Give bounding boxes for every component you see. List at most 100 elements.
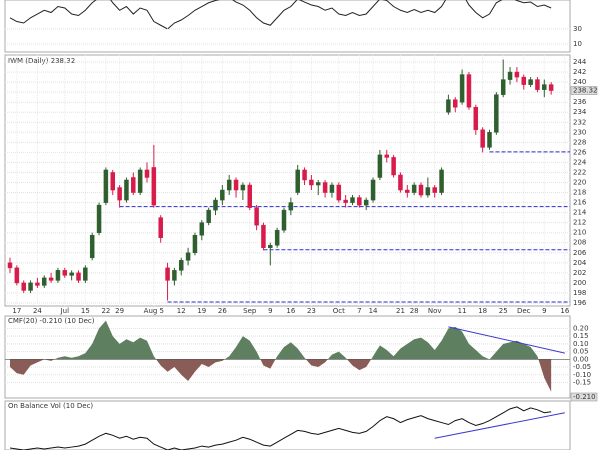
x-tick-label: 24 <box>33 307 42 315</box>
y-tick-label: 0.00 <box>573 355 589 363</box>
candle-body <box>507 71 513 80</box>
y-tick-label: 232 <box>573 118 586 126</box>
candle-body <box>350 197 355 203</box>
candle-body <box>316 182 321 186</box>
candle-body <box>405 189 410 193</box>
candle-body <box>103 169 109 203</box>
x-tick-label: 25 <box>499 307 508 315</box>
y-tick-label: -0.10 <box>573 371 591 379</box>
candle-body <box>432 187 437 193</box>
candle-body <box>514 71 520 78</box>
y-tick-label: 242 <box>573 68 586 76</box>
y-tick-label: 212 <box>573 219 586 227</box>
candle-body <box>384 154 389 158</box>
y-tick-label: 218 <box>573 189 586 197</box>
plot <box>7 59 570 303</box>
y-tick-label: 196 <box>573 299 587 307</box>
x-tick-label: 28 <box>410 307 419 315</box>
candle-body <box>69 272 74 276</box>
candle-body <box>542 84 547 90</box>
candle-body <box>220 189 225 201</box>
candle-body <box>268 245 273 249</box>
candle-body <box>446 99 451 113</box>
candle-body <box>213 199 218 211</box>
panel-frame <box>4 400 571 450</box>
candle-body <box>117 187 122 201</box>
x-tick-label: 26 <box>218 307 227 315</box>
line <box>9 0 552 30</box>
candle-body <box>343 199 348 203</box>
candle-body <box>363 199 369 206</box>
candle-body <box>439 169 444 193</box>
panel-frame <box>4 315 571 399</box>
last-value-box <box>570 86 598 95</box>
x-tick-label: Dec <box>517 307 531 315</box>
x-tick-label: 15 <box>81 307 90 315</box>
x-tick-label: 7 <box>357 307 361 315</box>
y-tick-label: 0.10 <box>573 340 589 348</box>
x-tick-label: Jul <box>60 307 70 315</box>
x-tick-label: 18 <box>478 307 487 315</box>
candle-body <box>548 84 554 91</box>
candle-body <box>425 187 431 196</box>
y-tick-label: 230 <box>573 128 586 136</box>
x-tick-label: 21 <box>396 307 405 315</box>
candle-body <box>28 282 33 291</box>
y-tick-label: 0.05 <box>573 348 589 356</box>
candle-body <box>158 217 163 238</box>
panel-frame <box>4 54 571 307</box>
candle-body <box>206 209 211 223</box>
candle-body <box>500 79 506 95</box>
last-value-box <box>570 392 598 402</box>
candle-body <box>309 179 314 186</box>
y-tick-label: 226 <box>573 148 587 156</box>
x-tick-label: 9 <box>542 307 546 315</box>
area-positive <box>54 320 539 360</box>
candle-body <box>521 76 526 85</box>
candle-body <box>247 184 252 208</box>
candle-body <box>76 272 81 281</box>
candle-body <box>199 222 205 236</box>
candle-body <box>124 179 129 201</box>
candle-body <box>96 204 102 233</box>
candle-body <box>281 209 287 231</box>
x-tick-label: 14 <box>369 307 378 315</box>
plot <box>9 0 552 30</box>
candle-body <box>322 182 328 193</box>
candle-body <box>14 267 20 284</box>
y-tick-label: 198 <box>573 289 586 297</box>
y-tick-label: -0.15 <box>573 379 591 387</box>
trendline <box>448 326 565 354</box>
x-tick-label: 22 <box>101 307 110 315</box>
x-tick-label: 17 <box>12 307 21 315</box>
line <box>9 406 552 450</box>
candle-body <box>288 202 294 211</box>
candle-body <box>42 277 47 286</box>
x-tick-label: 16 <box>286 307 295 315</box>
candle-body <box>233 179 239 191</box>
candle-body <box>535 79 540 90</box>
candle-body <box>466 74 472 108</box>
candle-body <box>131 177 136 193</box>
x-tick-label: 9 <box>268 307 272 315</box>
candle-body <box>110 172 115 191</box>
y-tick-label: 210 <box>573 229 586 237</box>
candle-body <box>480 129 485 148</box>
y-tick-label: -0.05 <box>573 363 591 371</box>
candle-body <box>165 267 170 281</box>
y-tick-label: 214 <box>573 209 587 217</box>
price-title: IWM (Daily) 238.32 <box>8 57 75 65</box>
y-tick-label: 204 <box>573 259 587 267</box>
x-tick-label: 11 <box>458 307 467 315</box>
y-tick-label: 0.15 <box>573 332 589 340</box>
candle-body <box>192 234 198 254</box>
y-tick-label: 200 <box>573 279 586 287</box>
y-tick-label: 216 <box>573 199 587 207</box>
candle-body <box>83 267 88 281</box>
candle-body <box>459 74 465 103</box>
last-value-label: -0.210 <box>573 393 596 401</box>
y-tick-label: 222 <box>573 168 586 176</box>
candle-body <box>302 169 307 181</box>
candle-body <box>398 174 403 191</box>
